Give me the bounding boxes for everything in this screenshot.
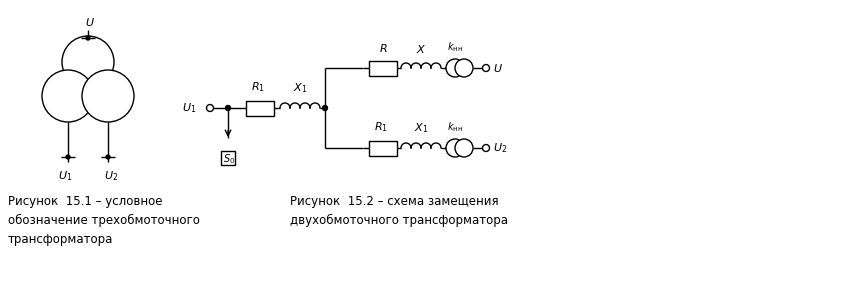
Text: $R_1$: $R_1$	[374, 120, 388, 134]
Circle shape	[207, 105, 213, 112]
Text: $X_1$: $X_1$	[414, 121, 428, 135]
Circle shape	[225, 105, 231, 110]
Circle shape	[446, 59, 464, 77]
Bar	[221, 151, 235, 165]
Text: $k_{\rm нн}$: $k_{\rm нн}$	[447, 40, 463, 54]
Circle shape	[106, 155, 110, 159]
Text: $U_1$: $U_1$	[57, 169, 72, 183]
Text: $U_2$: $U_2$	[493, 141, 507, 155]
Text: $k_{\rm нн}$: $k_{\rm нн}$	[447, 120, 463, 134]
Text: $S_0$: $S_0$	[223, 152, 235, 166]
Bar	[369, 60, 397, 76]
Circle shape	[455, 59, 473, 77]
Text: $X_1$: $X_1$	[293, 81, 307, 95]
Circle shape	[82, 70, 134, 122]
Circle shape	[66, 155, 70, 159]
Circle shape	[42, 70, 94, 122]
Bar	[369, 140, 397, 156]
Circle shape	[86, 36, 90, 40]
Circle shape	[62, 36, 114, 88]
Circle shape	[482, 65, 489, 72]
Text: Рисунок  15.2 – схема замещения
двухобмоточного трансформатора: Рисунок 15.2 – схема замещения двухобмот…	[290, 195, 508, 227]
Text: $X$: $X$	[416, 43, 426, 55]
Text: $R_1$: $R_1$	[251, 80, 265, 94]
Text: Рисунок  15.1 – условное
обозначение трехобмоточного
трансформатора: Рисунок 15.1 – условное обозначение трех…	[8, 195, 200, 246]
Text: $U$: $U$	[493, 62, 503, 74]
Circle shape	[446, 139, 464, 157]
Text: $U_1$: $U_1$	[182, 101, 196, 115]
Text: $U$: $U$	[85, 16, 95, 28]
Text: $U_2$: $U_2$	[104, 169, 118, 183]
Circle shape	[322, 105, 327, 110]
Circle shape	[482, 145, 489, 152]
Bar	[246, 100, 274, 116]
Circle shape	[455, 139, 473, 157]
Text: $R$: $R$	[379, 42, 387, 54]
